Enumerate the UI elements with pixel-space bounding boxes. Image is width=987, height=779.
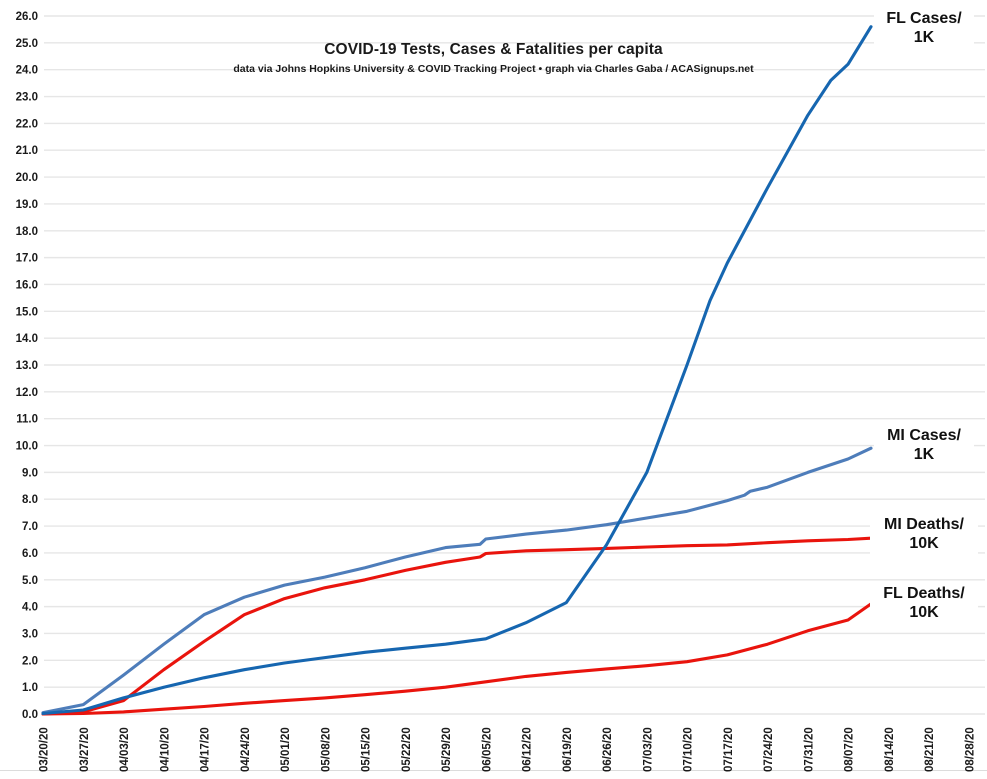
y-tick-label: 2.0: [22, 655, 38, 667]
x-tick-label: 08/21/20: [924, 727, 936, 772]
y-tick-label: 13.0: [16, 360, 38, 372]
y-tick-label: 20.0: [16, 172, 38, 184]
x-tick-label: 04/24/20: [240, 727, 252, 772]
series-label-line: 10K: [909, 535, 939, 552]
x-tick-label: 03/27/20: [79, 727, 91, 772]
chart-title: COVID-19 Tests, Cases & Fatalities per c…: [324, 41, 663, 58]
x-tick-label: 07/17/20: [723, 727, 735, 772]
y-tick-label: 6.0: [22, 548, 38, 560]
x-tick-label: 07/10/20: [683, 727, 695, 772]
x-tick-label: 06/26/20: [602, 727, 614, 772]
series-line-fl-cases: [41, 25, 873, 716]
series-label-fl-deaths: FL Deaths/ 10K: [870, 583, 978, 623]
y-tick-label: 5.0: [22, 575, 38, 587]
series-label-fl-cases: FL Cases/ 1K: [874, 8, 974, 48]
y-tick-label: 12.0: [16, 387, 38, 399]
x-tick-label: 07/24/20: [763, 727, 775, 772]
y-tick-label: 8.0: [22, 494, 38, 506]
series-line-mi-cases: [41, 446, 873, 715]
y-tick-label: 9.0: [22, 467, 38, 479]
series-label-line: MI Deaths/: [883, 516, 964, 533]
y-tick-label: 17.0: [16, 253, 38, 265]
y-tick-label: 22.0: [16, 118, 38, 130]
x-tick-label: 07/31/20: [803, 727, 815, 772]
x-tick-label: 04/17/20: [200, 727, 212, 772]
series-label-line: 10K: [909, 604, 939, 621]
y-tick-label: 11.0: [16, 414, 38, 426]
x-tick-label: 05/29/20: [441, 727, 453, 772]
y-tick-label: 1.0: [22, 682, 38, 694]
y-tick-label: 25.0: [16, 38, 38, 50]
y-tick-label: 14.0: [16, 333, 38, 345]
series-label-line: MI Cases/: [887, 427, 961, 444]
x-tick-label: 06/12/20: [522, 727, 534, 772]
x-tick-label: 08/14/20: [884, 727, 896, 772]
series-label-line: 1K: [913, 446, 935, 463]
x-tick-label: 05/15/20: [361, 727, 373, 772]
series-label-line: FL Deaths/: [883, 585, 965, 602]
y-tick-label: 23.0: [16, 92, 38, 104]
series-label-mi-deaths: MI Deaths/ 10K: [870, 514, 978, 554]
x-tick-label: 04/10/20: [159, 727, 171, 772]
y-tick-label: 18.0: [16, 226, 38, 238]
x-tick-label: 07/03/20: [642, 727, 654, 772]
y-tick-label: 19.0: [16, 199, 38, 211]
series-line-mi-deaths: [41, 536, 873, 716]
y-tick-label: 26.0: [16, 11, 38, 23]
x-tick-label: 05/01/20: [280, 727, 292, 772]
y-tick-label: 16.0: [16, 279, 38, 291]
y-tick-label: 7.0: [22, 521, 38, 533]
chart-subtitle: data via Johns Hopkins University & COVI…: [233, 63, 754, 75]
x-tick-label: 03/20/20: [39, 727, 51, 772]
y-tick-label: 24.0: [16, 65, 38, 77]
y-tick-label: 15.0: [16, 306, 38, 318]
x-tick-label: 06/19/20: [562, 727, 574, 772]
y-tick-label: 3.0: [22, 628, 38, 640]
x-tick-label: 05/08/20: [320, 727, 332, 772]
y-tick-label: 4.0: [22, 602, 38, 614]
series-label-line: FL Cases/: [886, 10, 962, 27]
x-tick-label: 04/03/20: [119, 727, 131, 772]
series-label-mi-cases: MI Cases/ 1K: [874, 425, 974, 465]
x-tick-label: 06/05/20: [481, 727, 493, 772]
x-tick-label: 08/28/20: [964, 727, 976, 772]
y-tick-label: 0.0: [22, 709, 38, 721]
x-tick-label: 08/07/20: [844, 727, 856, 772]
series-line-fl-deaths: [41, 602, 873, 716]
y-tick-label: 10.0: [16, 441, 38, 453]
x-tick-label: 05/22/20: [401, 727, 413, 772]
y-tick-label: 21.0: [16, 145, 38, 157]
series-label-line: 1K: [913, 29, 935, 46]
